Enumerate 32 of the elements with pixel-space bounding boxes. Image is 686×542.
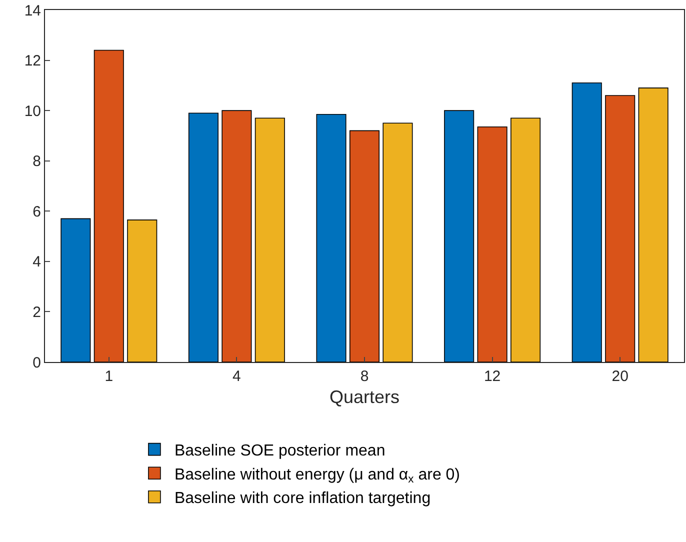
legend-label: Baseline SOE posterior mean — [174, 442, 386, 460]
y-tick-label: 4 — [32, 254, 41, 271]
y-tick-label: 0 — [32, 354, 41, 372]
bar — [254, 118, 285, 362]
bar — [572, 82, 602, 362]
x-tick-label: 20 — [612, 368, 628, 385]
y-tick-label: 2 — [32, 304, 41, 321]
bar — [510, 118, 541, 362]
x-tick-label: 8 — [360, 368, 369, 385]
x-axis-title: Quarters — [329, 387, 400, 408]
legend-label: Baseline with core inflation targeting — [174, 490, 431, 508]
y-tick-label: 12 — [24, 52, 41, 70]
x-tick-label: 12 — [484, 368, 501, 385]
y-tick-label: 6 — [32, 203, 41, 220]
bar — [638, 88, 668, 362]
bar — [188, 112, 218, 362]
x-tick-label: 4 — [232, 368, 241, 385]
y-tick-label: 14 — [24, 2, 41, 20]
bar — [349, 130, 380, 362]
bar — [605, 95, 636, 362]
bar — [94, 50, 124, 362]
bar — [127, 220, 158, 362]
x-tick-label: 1 — [104, 368, 114, 385]
y-tick-label: 10 — [24, 102, 41, 120]
bar — [444, 110, 474, 362]
bar — [222, 110, 252, 362]
y-tick-label: 8 — [32, 153, 41, 170]
legend-label: Baseline without energy (μ and α$_{x}$ are 0) — [174, 466, 460, 486]
bar — [60, 218, 91, 362]
bar — [382, 122, 413, 362]
bar — [316, 114, 346, 362]
bar — [477, 126, 508, 362]
